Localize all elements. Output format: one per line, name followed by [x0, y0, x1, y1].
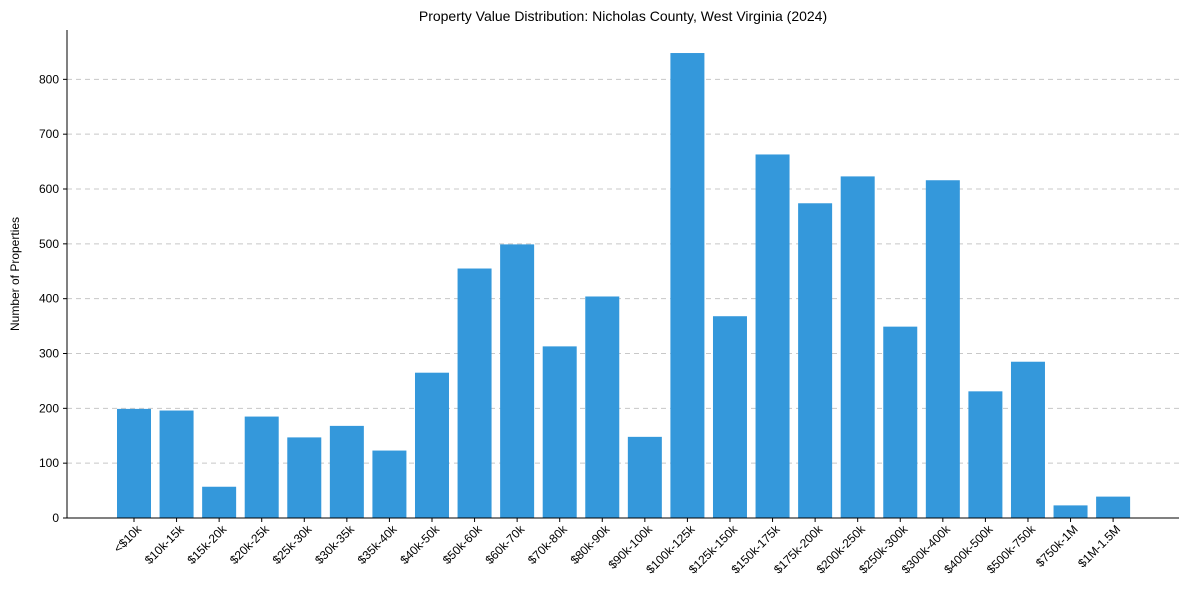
x-tick-label: $15k-20k [184, 522, 230, 568]
bar [329, 425, 364, 518]
y-tick-label: 500 [39, 237, 59, 251]
bar [117, 408, 151, 518]
y-tick-label: 300 [39, 347, 59, 361]
bar [542, 346, 577, 518]
y-tick-label: 600 [39, 182, 59, 196]
bar [287, 437, 322, 518]
y-tick-label: 200 [39, 401, 59, 415]
axes [66, 30, 1179, 519]
bar [798, 203, 833, 519]
bar [968, 391, 1003, 518]
x-tick-label: $10k-15k [142, 522, 188, 568]
x-tick-label: $750k-1M [1033, 522, 1081, 570]
bar [457, 268, 492, 518]
x-tick-label: $25k-30k [270, 522, 316, 568]
x-tick-label: $50k-60k [440, 522, 486, 568]
y-tick-label: 800 [39, 72, 59, 86]
bar [627, 436, 662, 518]
bar [372, 450, 407, 518]
x-tick-label: $20k-25k [227, 522, 273, 568]
x-tick-label: $30k-35k [312, 522, 358, 568]
x-ticks: <$10k$10k-15k$15k-20k$20k-25k$25k-30k$30… [111, 518, 1123, 576]
x-tick-label: $1M-1.5M [1075, 522, 1123, 570]
bar [883, 326, 918, 518]
bar [1053, 505, 1088, 518]
bar [159, 410, 194, 518]
bars [117, 53, 1131, 519]
bar [840, 176, 875, 518]
bar [670, 53, 705, 519]
chart-title: Property Value Distribution: Nicholas Co… [419, 8, 827, 24]
x-tick-label: $40k-50k [397, 522, 443, 568]
bar [500, 244, 535, 519]
x-tick-label: <$10k [111, 522, 145, 556]
x-tick-label: $35k-40k [355, 522, 401, 568]
bar [712, 316, 747, 518]
y-tick-label: 0 [52, 511, 59, 525]
bar [585, 296, 620, 518]
x-tick-label: $60k-70k [482, 522, 528, 568]
y-tick-label: 400 [39, 292, 59, 306]
bar [755, 154, 790, 519]
x-tick-label: $70k-80k [525, 522, 571, 568]
bar [1010, 361, 1045, 518]
y-tick-label: 700 [39, 127, 59, 141]
bar [1096, 496, 1131, 518]
bar [202, 486, 237, 518]
y-axis-label: Number of Properties [8, 217, 22, 331]
bar [925, 180, 960, 518]
y-ticks: 0 100 200 300 400 500 600 700 800 [39, 72, 67, 525]
y-tick-label: 100 [39, 456, 59, 470]
bar [244, 416, 279, 518]
bar [414, 372, 449, 518]
